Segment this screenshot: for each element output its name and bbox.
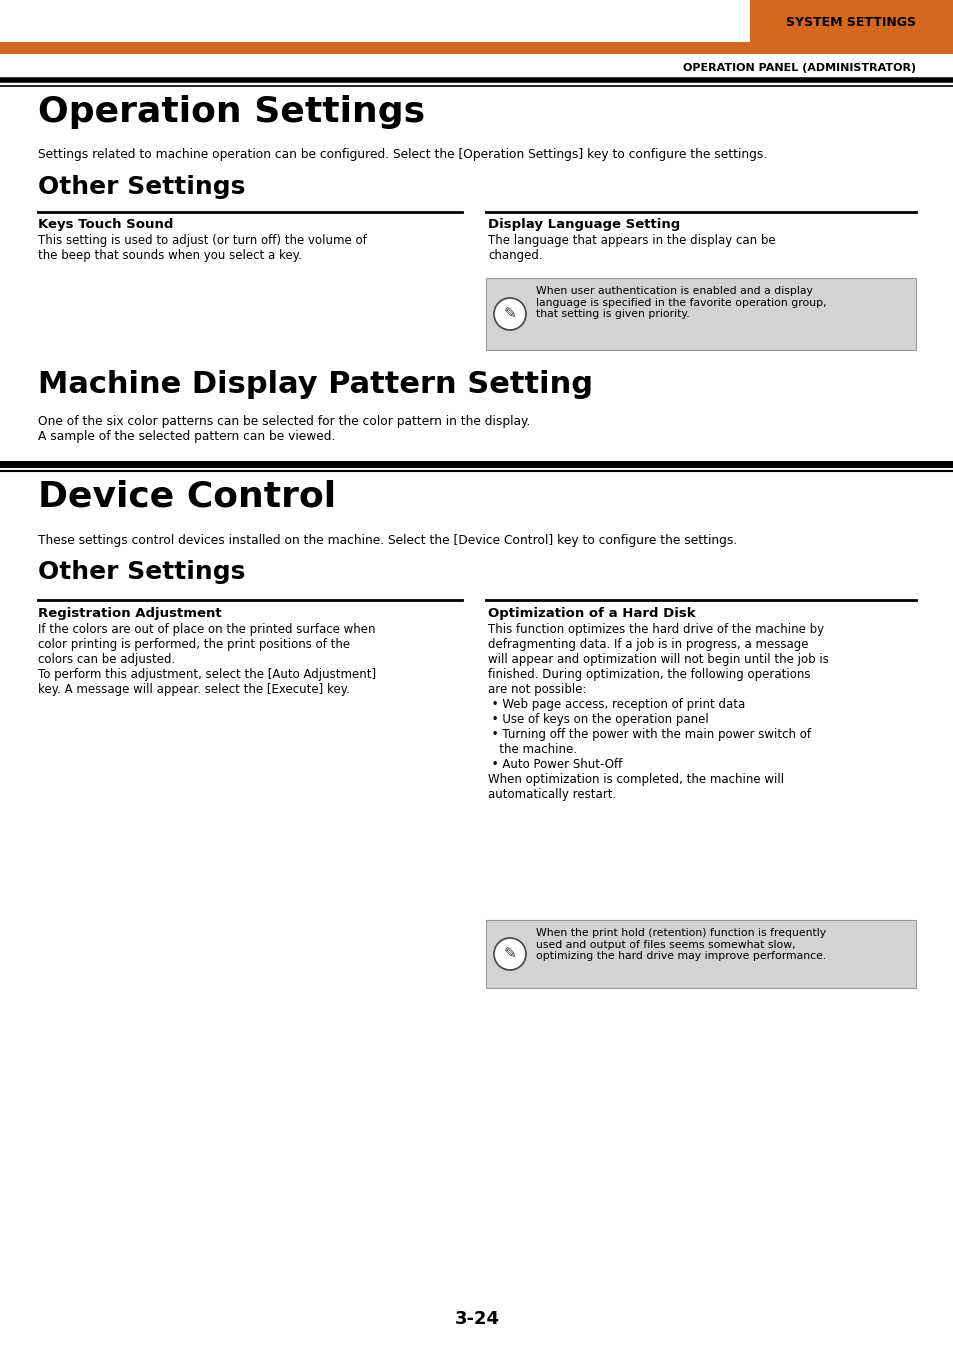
Text: ✎: ✎ xyxy=(503,946,516,961)
Text: Machine Display Pattern Setting: Machine Display Pattern Setting xyxy=(38,370,593,400)
Text: OPERATION PANEL (ADMINISTRATOR): OPERATION PANEL (ADMINISTRATOR) xyxy=(682,63,915,73)
Text: Other Settings: Other Settings xyxy=(38,176,245,198)
Polygon shape xyxy=(0,42,953,54)
Text: 3-24: 3-24 xyxy=(454,1310,499,1328)
Text: This setting is used to adjust (or turn off) the volume of
the beep that sounds : This setting is used to adjust (or turn … xyxy=(38,234,366,262)
Polygon shape xyxy=(749,0,953,42)
Text: Device Control: Device Control xyxy=(38,481,335,514)
Circle shape xyxy=(494,938,525,971)
Text: Optimization of a Hard Disk: Optimization of a Hard Disk xyxy=(488,608,695,620)
Text: ✎: ✎ xyxy=(503,306,516,321)
Text: Other Settings: Other Settings xyxy=(38,560,245,585)
Circle shape xyxy=(494,298,525,329)
Text: One of the six color patterns can be selected for the color pattern in the displ: One of the six color patterns can be sel… xyxy=(38,414,530,443)
Text: Display Language Setting: Display Language Setting xyxy=(488,217,679,231)
FancyBboxPatch shape xyxy=(485,278,915,350)
Text: Operation Settings: Operation Settings xyxy=(38,95,425,130)
Text: When the print hold (retention) function is frequently
used and output of files : When the print hold (retention) function… xyxy=(536,927,825,961)
Text: SYSTEM SETTINGS: SYSTEM SETTINGS xyxy=(785,15,915,28)
Text: When user authentication is enabled and a display
language is specified in the f: When user authentication is enabled and … xyxy=(536,286,825,319)
Text: Keys Touch Sound: Keys Touch Sound xyxy=(38,217,173,231)
FancyBboxPatch shape xyxy=(485,919,915,988)
Text: The language that appears in the display can be
changed.: The language that appears in the display… xyxy=(488,234,775,262)
Text: Registration Adjustment: Registration Adjustment xyxy=(38,608,221,620)
Text: If the colors are out of place on the printed surface when
color printing is per: If the colors are out of place on the pr… xyxy=(38,622,375,697)
Text: These settings control devices installed on the machine. Select the [Device Cont: These settings control devices installed… xyxy=(38,535,737,547)
Text: This function optimizes the hard drive of the machine by
defragmenting data. If : This function optimizes the hard drive o… xyxy=(488,622,828,801)
Text: Settings related to machine operation can be configured. Select the [Operation S: Settings related to machine operation ca… xyxy=(38,148,766,161)
